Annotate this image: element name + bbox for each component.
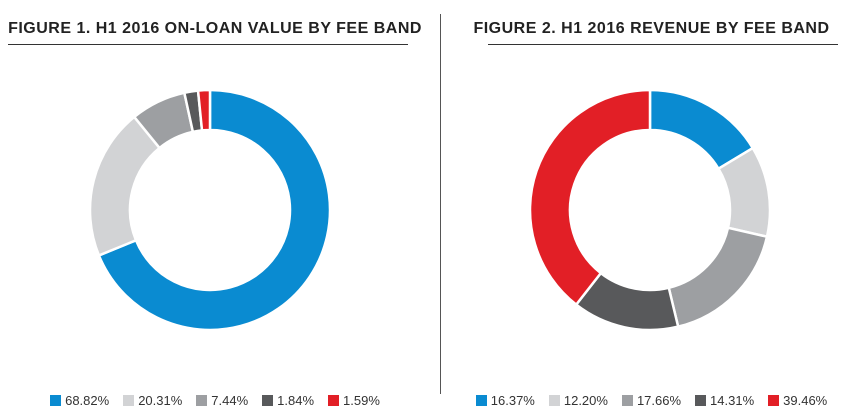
chart-legend: 68.82% 20.31% 7.44% 1.84% 1.59% xyxy=(0,393,430,408)
chart-title: FIGURE 2. H1 2016 REVENUE BY FEE BAND xyxy=(473,20,830,37)
panel-divider xyxy=(440,14,441,394)
legend-item: 68.82% xyxy=(50,393,109,408)
legend-swatch xyxy=(123,395,135,406)
donut-chart-revenue xyxy=(528,88,772,332)
legend-label: 16.37% xyxy=(490,393,535,408)
legend-swatch xyxy=(475,395,487,406)
donut-slice xyxy=(88,115,162,258)
donut-chart-on-loan-value xyxy=(88,88,332,332)
legend-item: 16.37% xyxy=(475,393,535,408)
title-underline xyxy=(8,44,408,45)
legend-label: 68.82% xyxy=(65,393,110,408)
legend-swatch xyxy=(548,395,560,406)
legend-item: 12.20% xyxy=(548,393,608,408)
legend-item: 1.84% xyxy=(262,393,314,408)
legend-label: 39.46% xyxy=(783,393,828,408)
chart-legend: 16.37% 12.20% 17.66% 14.31% 39.46% xyxy=(440,393,863,408)
chart-title: FIGURE 1. H1 2016 ON-LOAN VALUE BY FEE B… xyxy=(8,20,422,37)
legend-item: 17.66% xyxy=(621,393,682,408)
legend-item: 14.31% xyxy=(695,393,754,408)
title-underline xyxy=(488,44,838,45)
legend-swatch xyxy=(50,395,62,406)
legend-swatch xyxy=(262,395,274,406)
chart-panel-right: FIGURE 2. H1 2016 REVENUE BY FEE BAND 16… xyxy=(440,0,863,420)
legend-item: 39.46% xyxy=(768,393,827,408)
donut-slice xyxy=(196,88,212,132)
donut-slice xyxy=(667,226,769,329)
legend-label: 1.59% xyxy=(343,393,380,408)
legend-label: 1.84% xyxy=(277,393,315,408)
legend-swatch xyxy=(695,395,707,406)
legend-label: 20.31% xyxy=(138,393,183,408)
legend-label: 7.44% xyxy=(211,393,249,408)
legend-label: 17.66% xyxy=(636,393,682,408)
legend-item: 1.59% xyxy=(328,393,380,408)
legend-swatch xyxy=(196,395,208,406)
legend-swatch xyxy=(328,395,340,406)
legend-label: 12.20% xyxy=(563,393,608,408)
legend-swatch xyxy=(621,395,633,406)
donut-slice xyxy=(528,88,652,307)
chart-panel-left: FIGURE 1. H1 2016 ON-LOAN VALUE BY FEE B… xyxy=(0,0,430,420)
legend-item: 7.44% xyxy=(196,393,248,408)
legend-swatch xyxy=(768,395,780,406)
legend-label: 14.31% xyxy=(710,393,755,408)
legend-item: 20.31% xyxy=(123,393,182,408)
donut-slice xyxy=(97,88,332,332)
